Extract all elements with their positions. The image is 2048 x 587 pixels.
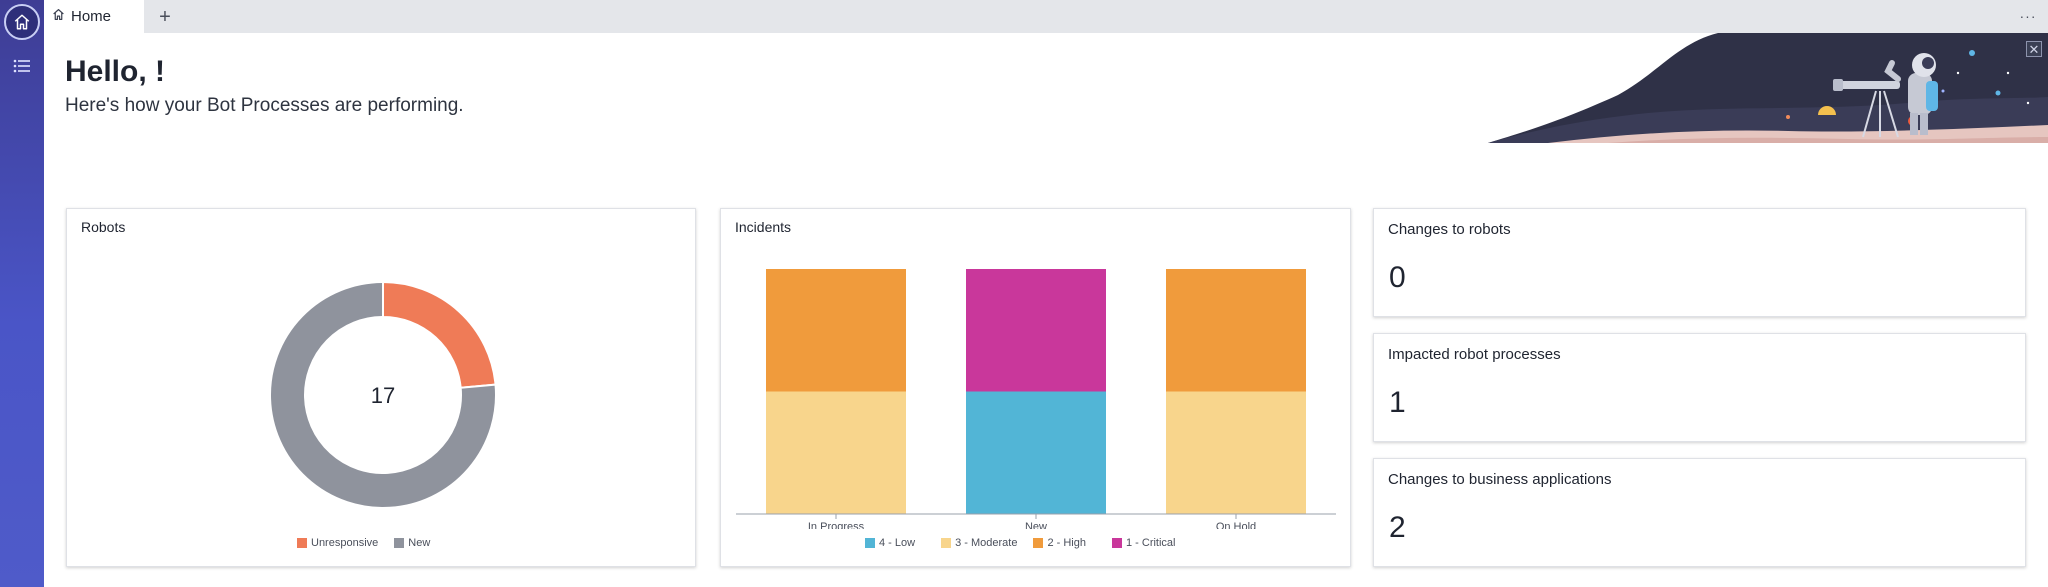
x-axis-tick-label: On Hold bbox=[1216, 521, 1256, 529]
legend-item-high[interactable]: 2 - High bbox=[1033, 537, 1086, 549]
legend-label: 4 - Low bbox=[879, 537, 916, 549]
close-banner-button[interactable]: ✕ bbox=[2026, 41, 2042, 57]
impacted-robot-processes-card[interactable]: Impacted robot processes 1 bbox=[1373, 333, 2026, 442]
add-tab-button[interactable]: + bbox=[159, 5, 171, 28]
bar-segment-new-4-low[interactable] bbox=[966, 391, 1106, 515]
robots-card: Robots 17 Unresponsive New bbox=[66, 208, 696, 567]
main-content: Hello, ! Here's how your Bot Processes a… bbox=[44, 33, 2048, 587]
stat-card-title: Changes to robots bbox=[1388, 221, 1511, 238]
incidents-legend: 4 - Low 3 - Moderate 2 - High 1 - Critic… bbox=[865, 537, 1192, 549]
robots-donut-chart: 17 bbox=[269, 280, 497, 509]
legend-swatch bbox=[297, 538, 307, 548]
legend-item-moderate[interactable]: 3 - Moderate bbox=[941, 537, 1017, 549]
bar-segment-in-progress-2-high[interactable] bbox=[766, 269, 906, 392]
tab-label: Home bbox=[71, 8, 112, 25]
bar-segment-new-1-critical[interactable] bbox=[966, 269, 1106, 392]
changes-to-robots-card[interactable]: Changes to robots 0 bbox=[1373, 208, 2026, 317]
home-icon bbox=[52, 8, 65, 25]
legend-item-critical[interactable]: 1 - Critical bbox=[1111, 537, 1176, 549]
legend-swatch bbox=[394, 538, 405, 548]
x-axis-tick-label: In Progress bbox=[808, 521, 865, 529]
stat-value: 0 bbox=[1389, 261, 1406, 294]
bar-segment-on-hold-3-moderate[interactable] bbox=[1166, 391, 1306, 515]
robots-card-title: Robots bbox=[81, 219, 126, 235]
donut-slice-new[interactable] bbox=[269, 280, 497, 509]
legend-swatch bbox=[1033, 538, 1044, 548]
tab-home[interactable]: Home bbox=[44, 0, 144, 33]
incidents-card-title: Incidents bbox=[735, 219, 792, 235]
left-rail bbox=[0, 0, 44, 587]
legend-swatch bbox=[1111, 538, 1122, 548]
donut-center-value: 17 bbox=[371, 383, 395, 408]
page-subtitle: Here's how your Bot Processes are perfor… bbox=[65, 95, 464, 116]
donut-slice-unresponsive[interactable] bbox=[382, 280, 497, 389]
stat-value: 2 bbox=[1389, 511, 1406, 544]
bar-segment-in-progress-3-moderate[interactable] bbox=[766, 391, 906, 515]
incidents-card: Incidents In Progress New On Hold 4 - Low … bbox=[720, 208, 1351, 567]
legend-item-unresponsive[interactable]: Unresponsive bbox=[297, 537, 378, 549]
tab-bar: Home + ··· bbox=[44, 0, 2048, 33]
page-title: Hello, ! bbox=[65, 55, 166, 88]
legend-item-new[interactable]: New bbox=[394, 537, 430, 549]
legend-label: New bbox=[408, 537, 431, 549]
bar-segment-on-hold-2-high[interactable] bbox=[1166, 269, 1306, 392]
incidents-bar-chart: In Progress New On Hold bbox=[736, 269, 1336, 529]
legend-label: Unresponsive bbox=[311, 537, 379, 549]
changes-to-business-applications-card[interactable]: Changes to business applications 2 bbox=[1373, 458, 2026, 567]
legend-swatch bbox=[865, 538, 875, 548]
legend-label: 2 - High bbox=[1047, 537, 1086, 549]
legend-label: 1 - Critical bbox=[1125, 537, 1176, 549]
astronaut-banner-illustration: ✕ bbox=[1488, 33, 2048, 143]
robots-legend: Unresponsive New bbox=[297, 537, 446, 549]
stat-card-title: Changes to business applications bbox=[1388, 471, 1612, 488]
legend-item-low[interactable]: 4 - Low bbox=[865, 537, 915, 549]
legend-label: 3 - Moderate bbox=[955, 537, 1018, 549]
stat-card-title: Impacted robot processes bbox=[1388, 346, 1561, 363]
home-icon[interactable] bbox=[4, 4, 40, 40]
legend-swatch bbox=[941, 538, 952, 548]
stat-value: 1 bbox=[1389, 386, 1406, 419]
x-axis-tick-label: New bbox=[1025, 521, 1047, 529]
more-options-icon[interactable]: ··· bbox=[2019, 8, 2037, 24]
list-icon[interactable] bbox=[10, 54, 34, 78]
